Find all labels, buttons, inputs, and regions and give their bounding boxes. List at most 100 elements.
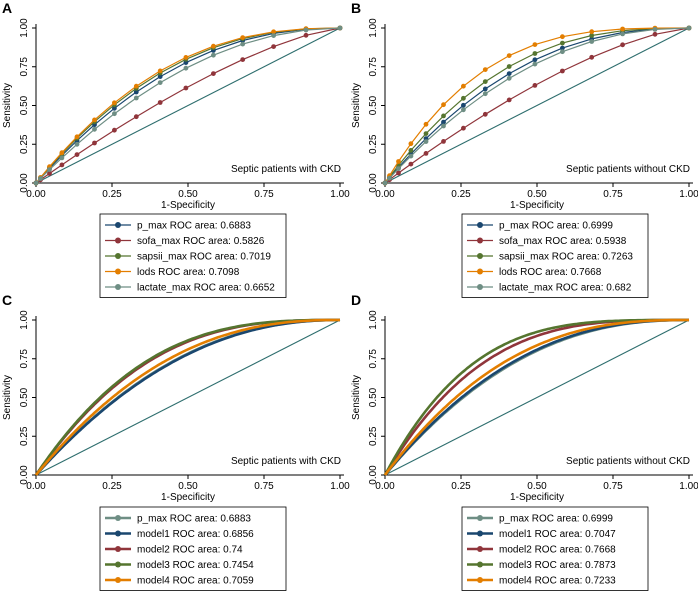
legend-swatch-marker <box>477 222 483 228</box>
x-axis-title: 1-Specificity <box>510 492 564 503</box>
legend-label: p_max ROC area: 0.6883 <box>137 221 251 232</box>
legend-swatch-marker <box>477 530 483 537</box>
y-tick-label: 0.50 <box>368 387 379 407</box>
roc-panel-d: D 0.000.00 0.25 0.25 0.50 0.50 0.75 0.75 1.00 1.0… <box>351 292 698 591</box>
roc-point <box>92 140 97 146</box>
roc-point <box>240 57 246 62</box>
y-tick-label: 1.00 <box>19 18 30 38</box>
legend-label: lactate_max ROC area: 0.682 <box>499 283 632 294</box>
legend-swatch-marker <box>477 561 483 568</box>
series-model3 <box>34 318 340 477</box>
legend: p_max ROC area: 0.6999 sofa_max ROC area:… <box>461 213 649 298</box>
reference-diagonal <box>384 319 690 476</box>
roc-point <box>183 85 189 91</box>
legend-swatch-marker <box>115 253 121 259</box>
y-tick-label: 0.25 <box>19 134 30 154</box>
x-tick-label: 0.25 <box>451 481 471 492</box>
legend-swatch-marker <box>115 561 121 568</box>
y-tick-label: 1.00 <box>368 18 379 38</box>
legend-swatch-marker <box>115 268 121 275</box>
roc-point <box>652 31 658 37</box>
roc-point <box>157 68 163 74</box>
roc-point <box>589 29 595 35</box>
panel-annotation: Septic patients without CKD <box>566 164 690 175</box>
roc-point <box>271 44 276 49</box>
legend-label: lods ROC area: 0.7098 <box>137 267 240 278</box>
roc-point <box>183 60 189 65</box>
panel-label: C <box>2 292 12 308</box>
roc-point <box>461 125 466 131</box>
legend-label: model3 ROC area: 0.7873 <box>499 560 616 571</box>
y-tick-label: 0.25 <box>368 134 379 154</box>
roc-point <box>133 89 139 95</box>
roc-point <box>387 175 392 181</box>
roc-point <box>441 113 446 119</box>
legend-swatch-marker <box>115 284 121 290</box>
legend-swatch-marker <box>115 530 121 537</box>
roc-point <box>620 31 625 37</box>
legend-label: p_max ROC area: 0.6883 <box>137 514 251 525</box>
roc-point <box>506 71 512 76</box>
roc-point <box>408 141 414 147</box>
roc-panel-a: A 0.000.00 0.25 0.25 0.50 0.50 0.75 0.75 1.00 1.0… <box>2 0 350 298</box>
legend-label: sofa_max ROC area: 0.5938 <box>499 236 627 247</box>
x-tick-label: 0.00 <box>26 189 46 200</box>
roc-point <box>59 155 65 161</box>
x-tick-label: 0.00 <box>26 481 46 492</box>
legend-swatch-marker <box>477 515 483 521</box>
roc-point <box>652 27 658 32</box>
roc-point <box>532 51 538 56</box>
legend-label: model2 ROC area: 0.74 <box>137 545 243 556</box>
y-axis-title: Sensitivity <box>351 375 362 420</box>
x-tick-label: 0.50 <box>527 189 547 200</box>
series-model4 <box>34 318 340 477</box>
x-axis-title: 1-Specificity <box>161 200 215 211</box>
roc-point <box>133 95 139 101</box>
roc-point <box>506 64 512 69</box>
y-axis-title: Sensitivity <box>2 83 13 128</box>
x-tick-label: 0.75 <box>603 481 623 492</box>
roc-point <box>382 180 388 186</box>
roc-point <box>92 126 97 132</box>
legend-swatch-marker <box>115 237 121 244</box>
roc-point <box>408 161 414 167</box>
roc-point <box>112 105 117 111</box>
x-tick-label: 1.00 <box>679 481 698 492</box>
x-tick-label: 1.00 <box>330 189 350 200</box>
x-tick-label: 0.75 <box>603 189 623 200</box>
legend: p_max ROC area: 0.6999 model1 ROC area: 0… <box>461 506 649 591</box>
roc-point <box>461 107 466 113</box>
legend-swatch-marker <box>477 268 483 275</box>
series-lactate-max <box>382 25 692 186</box>
roc-curve-model4 <box>34 318 340 477</box>
roc-point <box>620 42 625 48</box>
x-axis-title: 1-Specificity <box>510 200 564 211</box>
series-lactate-max <box>33 25 343 186</box>
legend-swatch-marker <box>115 546 121 552</box>
reference-diagonal <box>35 27 341 184</box>
roc-point <box>303 27 309 33</box>
y-tick-label: 1.00 <box>19 310 30 330</box>
legend-label: model1 ROC area: 0.6856 <box>137 529 254 540</box>
roc-point <box>240 35 246 40</box>
roc-point <box>461 83 466 89</box>
y-tick-label: 0.75 <box>368 349 379 369</box>
roc-point <box>560 49 565 55</box>
roc-point <box>92 117 97 123</box>
roc-point <box>441 102 446 108</box>
legend-swatch-marker <box>477 284 483 290</box>
roc-point <box>47 171 52 176</box>
legend-label: p_max ROC area: 0.6999 <box>499 221 613 232</box>
roc-point <box>271 33 276 38</box>
roc-point <box>589 33 595 38</box>
roc-curve-model3 <box>383 318 689 477</box>
legend-label: sapsii_max ROC area: 0.7263 <box>499 252 633 263</box>
roc-point <box>183 55 189 60</box>
legend: p_max ROC area: 0.6883 model1 ROC area: 0… <box>99 506 287 591</box>
roc-point <box>560 45 565 51</box>
y-tick-label: 0.50 <box>19 387 30 407</box>
series-model3 <box>383 318 689 477</box>
roc-point <box>38 176 43 181</box>
roc-point <box>441 119 446 125</box>
